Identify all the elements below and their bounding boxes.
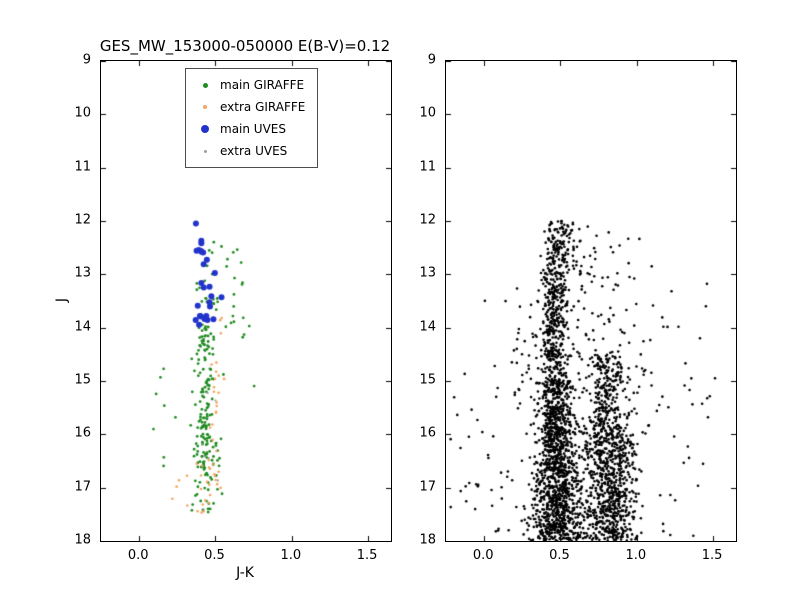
- ytick-label: 12: [419, 212, 436, 228]
- legend-marker-box: [190, 125, 220, 133]
- legend-entry: extra GIRAFFE: [190, 96, 305, 118]
- legend-marker-box: [190, 149, 220, 153]
- xtick-label: 1.0: [625, 548, 647, 563]
- ytick-label: 15: [74, 372, 91, 388]
- legend-marker-icon: [203, 105, 207, 109]
- ytick-label: 14: [74, 319, 91, 335]
- xtick-label: 1.0: [280, 548, 302, 563]
- ytick-label: 9: [427, 52, 436, 68]
- legend-label: main UVES: [220, 122, 286, 136]
- legend-marker-box: [190, 105, 220, 109]
- xtick-label: 0.5: [549, 548, 570, 563]
- legend-entry: extra UVES: [190, 140, 305, 162]
- legend-label: main GIRAFFE: [220, 78, 305, 92]
- xtick-label: 0.5: [204, 548, 225, 563]
- legend-entry: main GIRAFFE: [190, 74, 305, 96]
- right-panel: [445, 60, 737, 542]
- ytick-label: 13: [74, 265, 91, 281]
- ytick-label: 17: [74, 479, 91, 495]
- ytick-label: 12: [74, 212, 91, 228]
- y-axis-label: J: [54, 297, 70, 303]
- legend-label: extra UVES: [220, 144, 288, 158]
- ytick-label: 10: [419, 105, 436, 121]
- ytick-label: 18: [419, 532, 436, 548]
- x-axis-label: J-K: [236, 565, 254, 581]
- ytick-label: 10: [74, 105, 91, 121]
- legend-entry: main UVES: [190, 118, 305, 140]
- legend-marker-box: [190, 82, 220, 88]
- left-panel: main GIRAFFE extra GIRAFFE main UVES extra …: [100, 60, 392, 542]
- ytick-label: 18: [74, 532, 91, 548]
- xtick-label: 1.5: [356, 548, 378, 563]
- ytick-label: 11: [419, 159, 436, 175]
- xtick-label: 0.0: [472, 548, 494, 563]
- legend: main GIRAFFE extra GIRAFFE main UVES extra …: [185, 68, 319, 168]
- ytick-label: 15: [419, 372, 436, 388]
- ytick-label: 13: [419, 265, 436, 281]
- ytick-label: 11: [74, 159, 91, 175]
- chart-title: GES_MW_153000-050000 E(B-V)=0.12: [99, 37, 391, 55]
- legend-label: extra GIRAFFE: [220, 100, 306, 114]
- xtick-label: 0.0: [127, 548, 149, 563]
- ytick-label: 17: [419, 479, 436, 495]
- ytick-label: 14: [419, 319, 436, 335]
- ytick-label: 16: [74, 425, 91, 441]
- ytick-label: 9: [82, 52, 91, 68]
- ytick-label: 16: [419, 425, 436, 441]
- legend-marker-icon: [202, 82, 208, 88]
- legend-marker-icon: [201, 125, 209, 133]
- legend-marker-icon: [203, 149, 207, 153]
- right-panel-canvas: [446, 61, 736, 541]
- xtick-label: 1.5: [701, 548, 723, 563]
